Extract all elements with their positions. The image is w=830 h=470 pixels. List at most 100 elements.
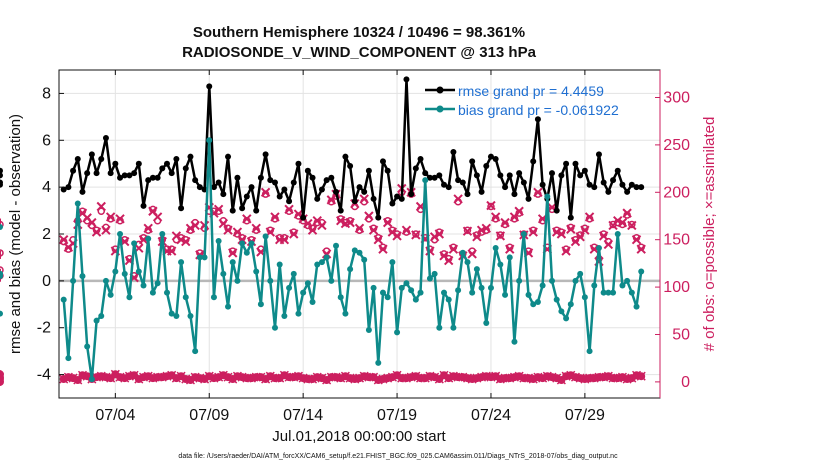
possible-x-b-97 <box>514 371 524 381</box>
rmse-point-110 <box>577 172 584 179</box>
x-axis-title: Jul.01,2018 00:00:00 start <box>272 428 446 445</box>
possible-x-b-47 <box>279 370 289 380</box>
assimilated-outline-point-63 <box>355 226 364 234</box>
possible-markers <box>0 369 646 386</box>
possible-x-b-31 <box>204 371 214 381</box>
possible-x-b-109 <box>570 372 581 382</box>
x-tick-label-2: 07/14 <box>283 407 323 424</box>
rmse-point-53 <box>309 174 316 181</box>
rmse-point-33 <box>215 179 222 186</box>
rmse-point-12 <box>117 174 124 181</box>
possible-x-b-34 <box>218 370 228 380</box>
assimilated-outline-point-121 <box>628 220 636 229</box>
bias-point-87 <box>469 289 476 296</box>
rmse-point-96 <box>511 191 518 198</box>
possible-x-b-38 <box>237 372 247 382</box>
rmse-point-32 <box>210 184 217 191</box>
rmse-point-49 <box>290 179 297 186</box>
bias-point-13 <box>121 270 128 277</box>
assimilated-outline-point-56 <box>322 247 331 255</box>
assimilated-outline-point-84 <box>454 198 462 206</box>
rmse-point-116 <box>605 188 612 195</box>
rmse-point-23 <box>168 170 175 177</box>
rmse-line <box>63 78 642 219</box>
rmse-point-90 <box>483 163 490 170</box>
assimilated-outline-point-5 <box>83 216 91 225</box>
rmse-point-62 <box>351 198 358 205</box>
bias-point-82 <box>445 296 452 303</box>
bias-point-59 <box>337 294 344 301</box>
rmse-point-91 <box>487 153 494 160</box>
rmse-point-21 <box>159 165 166 172</box>
possible-x-b-18 <box>143 371 153 381</box>
possible-x-b-78 <box>425 371 435 381</box>
assimilated-outline-point-69 <box>383 216 392 225</box>
assimilated-outline-point-27 <box>186 226 195 234</box>
bias-point-113 <box>591 282 598 289</box>
bias-point-106 <box>558 308 565 315</box>
possible-x-b-108 <box>566 370 576 380</box>
rmse-point-20 <box>154 174 161 181</box>
rmse-point-5 <box>84 170 91 177</box>
bias-point-118 <box>614 231 621 237</box>
chart-title: Southern Hemisphere 10324 / 10496 = 98.3… <box>193 24 525 41</box>
assimilated-outline-point-9 <box>102 223 110 232</box>
assimilated-outline-point-7 <box>92 226 101 234</box>
rmse-point-113 <box>591 184 598 191</box>
bias-point-72 <box>398 284 405 291</box>
rmse-point-42 <box>257 174 264 181</box>
assimilated-outline-point-46 <box>275 234 284 242</box>
bias-point-129 <box>0 270 3 277</box>
assimilated-outline-point-112 <box>585 215 594 223</box>
rmse-point-71 <box>394 193 401 200</box>
bias-point-21 <box>159 231 166 237</box>
bias-point-55 <box>318 259 325 266</box>
possible-x-b-90 <box>481 371 491 381</box>
rmse-point-9 <box>102 134 109 141</box>
possible-x-b-50 <box>293 371 303 381</box>
bias-point-95 <box>506 254 513 261</box>
x-tick-label-5: 07/29 <box>565 407 605 424</box>
rmse-point-78 <box>426 174 433 181</box>
possible-x-b-58 <box>331 372 341 382</box>
bias-point-42 <box>257 301 264 308</box>
possible-x-b-60 <box>340 371 350 381</box>
bias-point-31 <box>206 137 213 144</box>
bias-point-45 <box>271 324 278 331</box>
possible-x-b-25 <box>176 371 186 381</box>
rmse-series <box>0 76 645 221</box>
bias-point-47 <box>281 313 288 319</box>
rmse-point-10 <box>107 170 114 177</box>
y-right-tick-label-0: 0 <box>681 374 690 391</box>
possible-x-b-28 <box>190 372 200 382</box>
rmse-point-17 <box>140 202 147 209</box>
assimilated-outline-point-109 <box>571 235 580 244</box>
assimilated-outline-point-23 <box>167 245 176 253</box>
rmse-point-68 <box>379 158 386 165</box>
possible-x-b-4 <box>77 370 88 380</box>
assimilated-outline-point-125 <box>0 249 4 257</box>
assimilated-outline-point-67 <box>374 234 383 242</box>
assimilated-outline-point-95 <box>506 243 514 252</box>
assimilated-outline-point-126 <box>0 271 4 280</box>
assimilated-outline-point-19 <box>149 205 157 214</box>
assimilated-outline-point-10 <box>106 215 115 223</box>
rmse-point-93 <box>497 172 504 179</box>
possible-x-b-2 <box>68 373 78 383</box>
possible-x-b-75 <box>411 371 421 381</box>
rmse-point-117 <box>610 177 617 184</box>
rmse-point-104 <box>549 170 556 177</box>
possible-x-b-26 <box>181 374 191 384</box>
rmse-point-112 <box>586 181 593 188</box>
rmse-point-60 <box>342 153 349 160</box>
bias-point-48 <box>286 284 293 291</box>
rmse-point-31 <box>206 83 213 90</box>
rmse-point-109 <box>572 160 579 167</box>
y-left-axis-title: rmse and bias (model - observation) <box>7 114 24 354</box>
possible-x-b-123 <box>636 371 646 381</box>
rmse-point-46 <box>276 193 283 200</box>
assimilated-outline-point-87 <box>468 247 476 255</box>
rmse-point-44 <box>267 177 274 184</box>
rmse-point-55 <box>318 186 325 193</box>
